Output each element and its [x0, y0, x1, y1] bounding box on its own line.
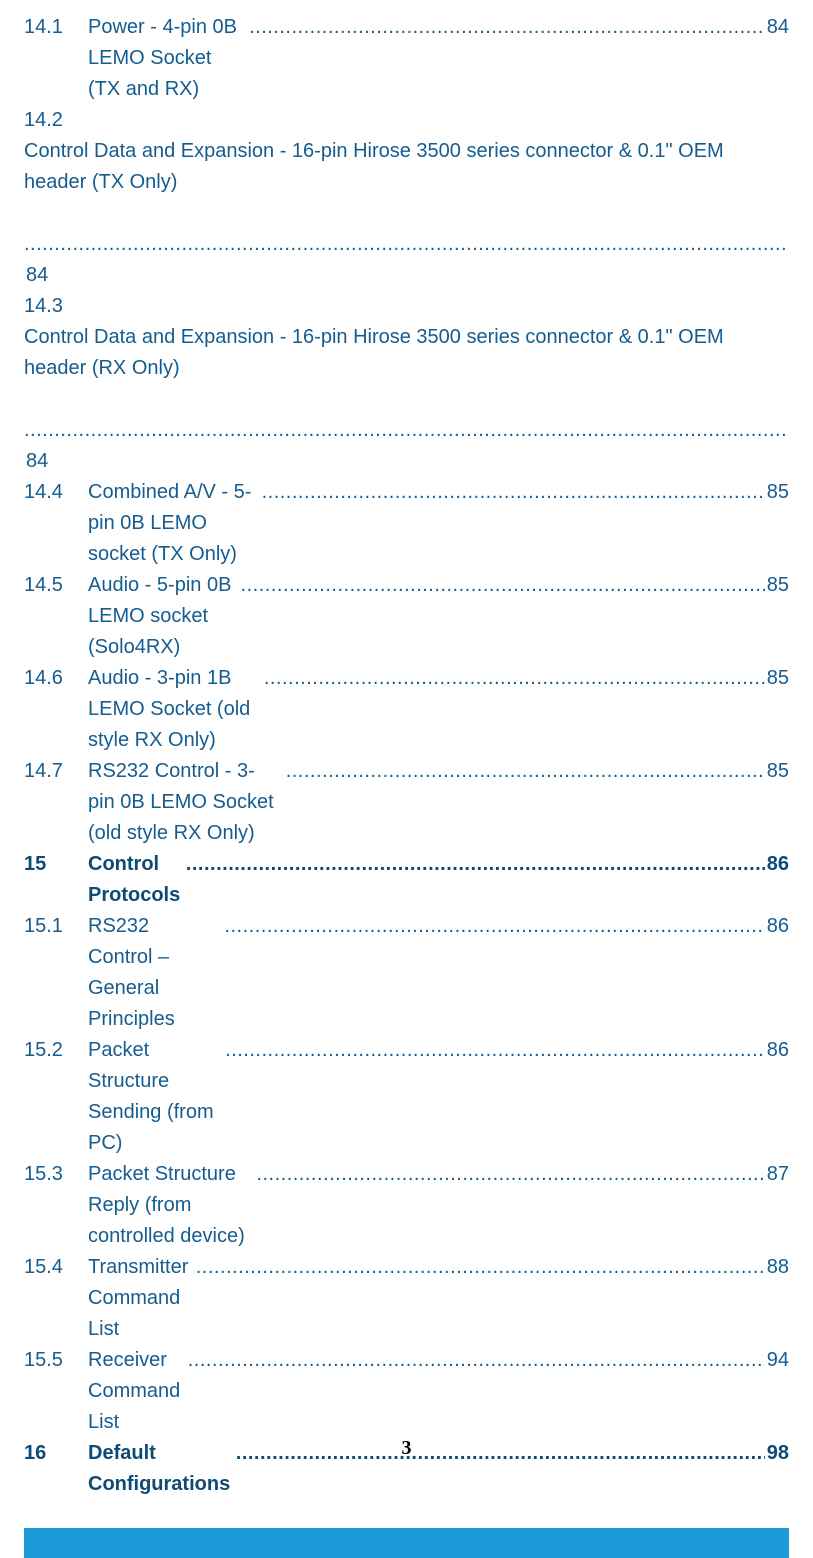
toc-number: 14.6	[24, 663, 88, 694]
toc-page: 94	[765, 1345, 789, 1376]
toc-spacer	[24, 384, 30, 415]
toc-title: Power - 4-pin 0B LEMO Socket (TX and RX)	[88, 12, 244, 105]
toc-entry-section: 15 Control Protocols 86	[24, 849, 789, 911]
toc-entry: 15.5 Receiver Command List 94	[24, 1345, 789, 1438]
toc-title: Receiver Command List	[88, 1345, 182, 1438]
toc-leader	[24, 229, 789, 260]
toc-number: 14.4	[24, 477, 88, 508]
toc-page: 84	[765, 12, 789, 43]
toc-page: 85	[765, 570, 789, 601]
toc-number: 14.2	[24, 105, 88, 136]
toc-page: 86	[765, 911, 789, 942]
toc-leader	[256, 1159, 764, 1190]
toc-leader	[286, 756, 765, 787]
toc-title: Packet Structure Sending (from PC)	[88, 1035, 220, 1159]
toc-title: Audio - 5-pin 0B LEMO socket (Solo4RX)	[88, 570, 235, 663]
toc-leader	[241, 570, 765, 601]
toc-leader	[262, 477, 765, 508]
toc-number: 14.3	[24, 291, 88, 322]
toc-entry: 15.3 Packet Structure Reply (from contro…	[24, 1159, 789, 1252]
toc-leader	[186, 849, 765, 880]
toc-leader	[224, 911, 764, 942]
toc-entry: 14.4 Combined A/V - 5-pin 0B LEMO socket…	[24, 477, 789, 570]
toc-page: 86	[765, 1035, 789, 1066]
toc-leader	[225, 1035, 765, 1066]
toc-entry: 14.6 Audio - 3-pin 1B LEMO Socket (old s…	[24, 663, 789, 756]
toc-leader	[196, 1252, 765, 1283]
toc-title: Control Data and Expansion - 16-pin Hiro…	[24, 136, 789, 198]
toc-number: 15.3	[24, 1159, 88, 1190]
toc-spacer	[24, 198, 30, 229]
toc-leader	[24, 415, 789, 446]
toc-entry: 14.7 RS232 Control - 3-pin 0B LEMO Socke…	[24, 756, 789, 849]
toc-entry: 14.1 Power - 4-pin 0B LEMO Socket (TX an…	[24, 12, 789, 105]
toc-entry: 14.3 Control Data and Expansion - 16-pin…	[24, 291, 789, 477]
toc-number: 15.2	[24, 1035, 88, 1066]
toc-number: 15.5	[24, 1345, 88, 1376]
toc-number: 15.4	[24, 1252, 88, 1283]
toc-title: Transmitter Command List	[88, 1252, 190, 1345]
toc-leader	[188, 1345, 765, 1376]
toc-title: RS232 Control – General Principles	[88, 911, 219, 1035]
toc-page: 84	[24, 446, 48, 477]
toc-title: Packet Structure Reply (from controlled …	[88, 1159, 251, 1252]
toc-entry: 15.1 RS232 Control – General Principles …	[24, 911, 789, 1035]
toc-entry: 14.5 Audio - 5-pin 0B LEMO socket (Solo4…	[24, 570, 789, 663]
page-number: 3	[0, 1437, 813, 1460]
toc-leader	[264, 663, 765, 694]
toc-title: Combined A/V - 5-pin 0B LEMO socket (TX …	[88, 477, 256, 570]
toc-number: 15.1	[24, 911, 88, 942]
table-of-contents: 14.1 Power - 4-pin 0B LEMO Socket (TX an…	[24, 12, 789, 1500]
toc-entry: 15.2 Packet Structure Sending (from PC) …	[24, 1035, 789, 1159]
toc-entry: 14.2 Control Data and Expansion - 16-pin…	[24, 105, 789, 291]
toc-page: 87	[765, 1159, 789, 1190]
toc-number: 14.1	[24, 12, 88, 43]
toc-number: 14.5	[24, 570, 88, 601]
toc-title: RS232 Control - 3-pin 0B LEMO Socket (ol…	[88, 756, 280, 849]
toc-title: Control Data and Expansion - 16-pin Hiro…	[24, 322, 789, 384]
toc-number: 15	[24, 849, 88, 880]
toc-page: 85	[765, 477, 789, 508]
toc-leader	[249, 12, 765, 43]
toc-page: 88	[765, 1252, 789, 1283]
toc-page: 86	[765, 849, 789, 880]
section-separator-bar	[24, 1528, 789, 1558]
toc-page: 85	[765, 756, 789, 787]
toc-page: 85	[765, 663, 789, 694]
toc-number: 14.7	[24, 756, 88, 787]
toc-title: Control Protocols	[88, 849, 180, 911]
toc-title: Audio - 3-pin 1B LEMO Socket (old style …	[88, 663, 258, 756]
toc-page: 84	[24, 260, 48, 291]
toc-entry: 15.4 Transmitter Command List 88	[24, 1252, 789, 1345]
